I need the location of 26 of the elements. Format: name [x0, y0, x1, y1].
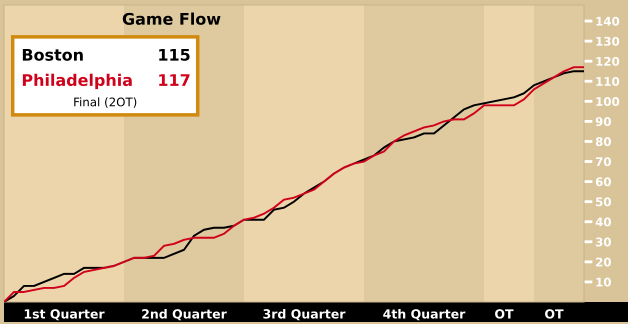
y-tick-label: 140	[596, 16, 620, 26]
x-tick-label: OT	[545, 309, 564, 319]
y-tick-label: 70	[596, 157, 611, 166]
y-tick-label: 110	[596, 76, 620, 86]
x-tick-label: 4th Quarter	[383, 308, 466, 320]
x-tick-label: OT	[495, 309, 514, 319]
y-tick-label: 40	[596, 217, 611, 226]
x-tick-label: 3rd Quarter	[263, 308, 346, 320]
x-tick-label: 1st Quarter	[24, 309, 105, 320]
y-tick-label: 130	[596, 36, 620, 46]
y-tick-label: 100	[596, 97, 620, 106]
annotation: Final (2OT)	[74, 97, 136, 108]
y-tick-label: 120	[596, 56, 620, 66]
y-tick-label: 30	[596, 238, 611, 246]
y-tick-label: 80	[596, 137, 611, 146]
x-tick-label: 2nd Quarter	[142, 308, 227, 320]
y-tick-label: 10	[596, 278, 611, 287]
y-tick-label: 60	[596, 177, 611, 186]
text: Boston	[22, 48, 83, 61]
y-tick-label: 50	[596, 197, 611, 206]
chart-title: Game Flow	[122, 12, 220, 25]
annotation: 117	[159, 74, 190, 86]
annotation: 115	[159, 48, 190, 61]
y-tick-label: 90	[596, 117, 611, 126]
y-tick-label: 20	[596, 258, 611, 267]
text: Philadelphia	[22, 74, 132, 90]
